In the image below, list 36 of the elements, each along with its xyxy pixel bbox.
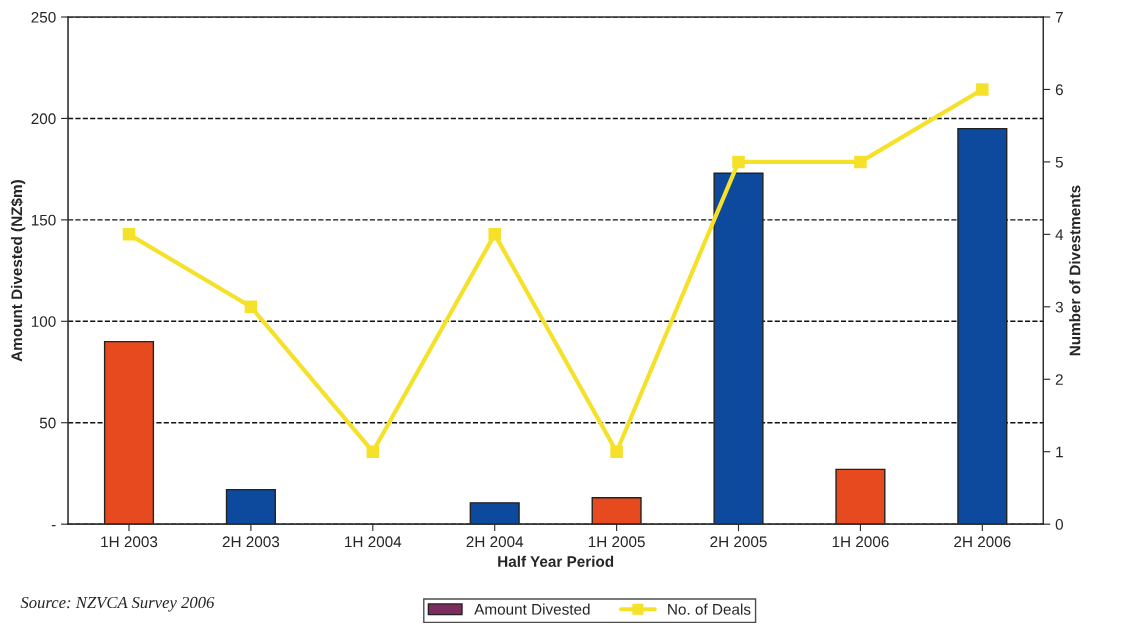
x-tick-label: 1H 2003: [101, 536, 158, 548]
source-note: Source: NZVCA Survey 2006: [20, 596, 215, 612]
point: [732, 155, 745, 169]
y-tick-label: -: [51, 525, 56, 527]
x-tick-label: 2H 2003: [222, 536, 280, 548]
y-axis-title: Amount Divested (NZ$m): [10, 180, 26, 362]
y2-tick-label: 3: [1055, 301, 1063, 313]
x-tick-label: 1H 2005: [588, 536, 645, 548]
text: Amount Divested: [474, 603, 590, 615]
y2-tick-label: 0: [1055, 519, 1063, 530]
y2-tick-label: 1: [1056, 446, 1063, 458]
x-axis-title: Half Year Period: [498, 555, 614, 567]
y2-tick-label: 6: [1055, 84, 1063, 96]
point: [488, 228, 501, 241]
y2-axis-title: Number of Divestments: [1069, 185, 1081, 356]
x-tick-label: 2H 2004: [466, 536, 524, 548]
point: [244, 300, 258, 314]
point: [122, 228, 136, 241]
y2-tick-label: 7: [1055, 12, 1063, 23]
point: [366, 445, 380, 458]
point: [854, 155, 867, 169]
y2-tick-label: 4: [1055, 229, 1064, 240]
x-tick-label: 2H 2006: [954, 536, 1011, 548]
point: [610, 445, 623, 458]
y2-tick-label: 5: [1055, 156, 1063, 168]
y-tick-label: 100: [31, 316, 56, 327]
y-tick-label: 200: [31, 113, 56, 125]
y2-tick-label: 2: [1055, 374, 1063, 385]
y-tick-label: 250: [31, 11, 56, 23]
point: [976, 83, 989, 96]
legend-label: No. of Deals: [668, 603, 751, 615]
y-tick-label: 50: [39, 417, 56, 429]
x-tick-label: 1H 2006: [832, 536, 889, 548]
y-tick-label: 150: [31, 214, 56, 226]
x-tick-label: 2H 2005: [710, 536, 767, 548]
x-tick-label: 1H 2004: [345, 536, 402, 548]
